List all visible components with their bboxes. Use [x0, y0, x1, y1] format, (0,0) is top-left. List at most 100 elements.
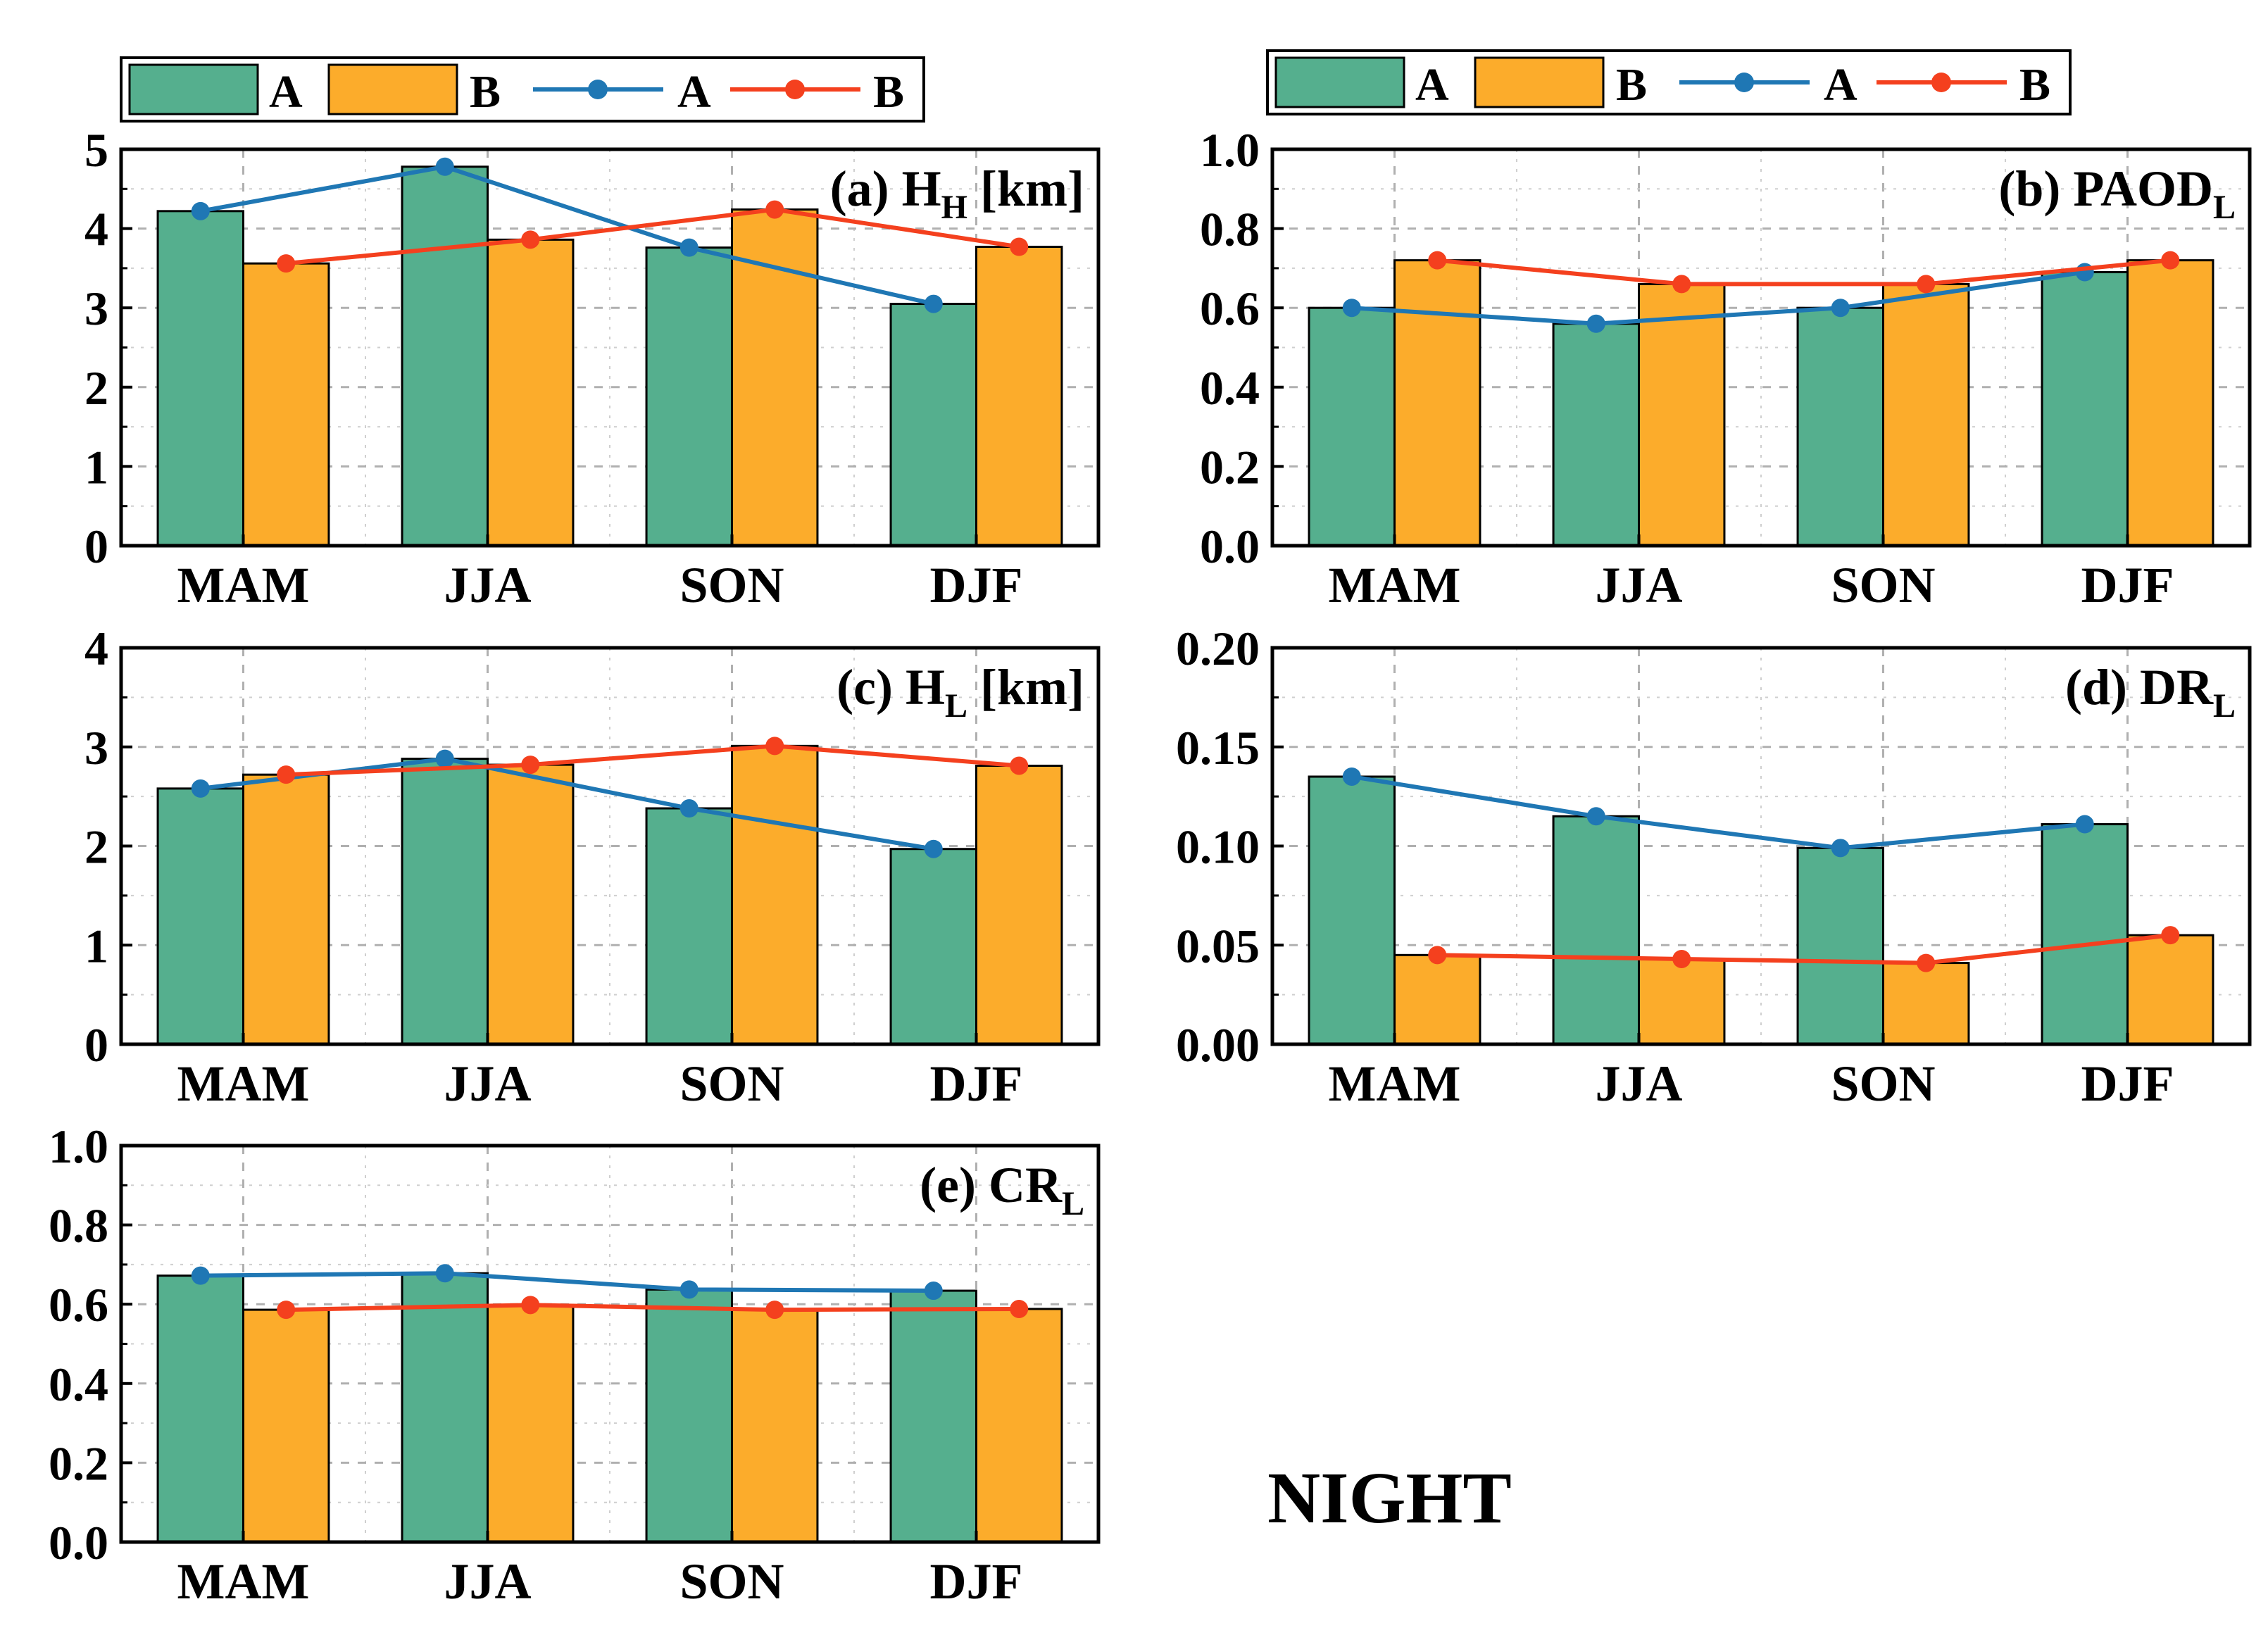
variable-subscript: L: [945, 687, 967, 725]
panel-b: 0.0 0.2 0.4 0.6 0.8 1.0 MAM JJA SON DJF (b) PAODL: [1200, 123, 2252, 613]
legend-swatch-bar-a: [1274, 56, 1405, 108]
legend-label-bar-b: B: [1616, 59, 1647, 111]
point-a-DJF: [924, 1282, 943, 1301]
bar-b-SON: [1882, 962, 1970, 1046]
bar-b-MAM: [242, 1308, 330, 1543]
point-a-DJF: [2075, 263, 2094, 282]
bar-a-SON: [1796, 846, 1885, 1046]
y-tick-label: 4: [84, 622, 108, 675]
panel-c: 0 1 2 3 4 MAM JJA SON DJF (c) HL [km]: [84, 622, 1101, 1112]
y-tick-label: 0.4: [49, 1358, 108, 1411]
point-b-MAM: [277, 254, 296, 273]
point-a-DJF: [2075, 815, 2094, 834]
y-tick-label: 5: [84, 123, 108, 177]
variable-subscript: H: [941, 189, 967, 226]
line-b: [286, 744, 1020, 777]
bar-a-DJF: [2041, 271, 2129, 547]
point-b-SON: [765, 200, 784, 219]
legend-label-bar-b: B: [470, 66, 501, 118]
point-a-SON: [1831, 839, 1850, 858]
legend-marker-line-a: [1734, 73, 1754, 92]
point-b-MAM: [1428, 946, 1447, 965]
legend-marker-line-b: [1931, 73, 1951, 92]
line-a: [200, 164, 934, 306]
point-a-JJA: [435, 749, 454, 768]
y-tick-label: 3: [84, 721, 108, 775]
point-a-MAM: [191, 779, 210, 798]
bar-a-SON: [645, 807, 733, 1046]
x-tick-label: MAM: [177, 1055, 310, 1112]
point-a-JJA: [1586, 807, 1605, 826]
legend-label-line-b: B: [2019, 59, 2050, 111]
x-tick-label: DJF: [2081, 557, 2174, 613]
point-b-JJA: [1672, 275, 1691, 294]
y-tick-label: 4: [84, 203, 108, 256]
bar-a-JJA: [1552, 322, 1641, 547]
y-tick-label: 0.2: [49, 1436, 108, 1490]
panel-e: 0.0 0.2 0.4 0.6 0.8 1.0 MAM JJA SON DJF (e) CRL: [49, 1120, 1101, 1610]
bar-a-SON: [1796, 306, 1885, 547]
x-tick-label: JJA: [1596, 557, 1683, 613]
bar-b-SON: [731, 1308, 819, 1543]
x-tick-label: DJF: [2081, 1055, 2174, 1112]
x-tick-label: DJF: [930, 1055, 1023, 1112]
variable-name: H: [902, 161, 941, 217]
panel-d: 0.00 0.05 0.10 0.15 0.20 MAM JJA SON DJF (d) DRL: [1176, 622, 2252, 1112]
legend-label-bar-a: A: [1415, 59, 1449, 111]
chart-panels: 0 1 2 3 4 5 MAM JJA SON DJF (a) HH [km] 0.0 0.2 0.4 0.…: [49, 123, 2252, 1610]
point-b-MAM: [1428, 251, 1447, 270]
x-tick-label: DJF: [930, 557, 1023, 613]
point-b-SON: [1917, 275, 1936, 294]
point-b-JJA: [521, 1296, 540, 1315]
x-tick-label: MAM: [177, 557, 310, 613]
line-a: [1351, 270, 2086, 326]
bar-b-SON: [1882, 282, 1970, 547]
y-tick-label: 0.20: [1176, 622, 1260, 675]
bar-a-DJF: [889, 1289, 978, 1543]
bar-a-DJF: [889, 848, 978, 1046]
line-b: [286, 1303, 1020, 1313]
legend-label-bar-a: A: [269, 66, 303, 118]
panel-label: (a): [830, 161, 902, 217]
y-tick-label: 0.0: [49, 1516, 108, 1570]
y-tick-label: 0.8: [1200, 203, 1260, 256]
bar-a-SON: [645, 246, 733, 547]
panel-label: (e): [920, 1157, 989, 1213]
bar-a-DJF: [889, 303, 978, 547]
x-tick-label: SON: [1831, 1055, 1935, 1112]
y-tick-label: 0: [84, 520, 108, 573]
bar-a-MAM: [1308, 306, 1396, 547]
y-tick-label: 1: [84, 919, 108, 972]
legend-marker-line-a: [588, 80, 608, 99]
point-b-DJF: [2161, 251, 2180, 270]
y-tick-label: 3: [84, 282, 108, 335]
line-b: [285, 207, 1020, 266]
x-tick-label: SON: [679, 1055, 784, 1112]
bar-a-MAM: [156, 787, 244, 1046]
line-a: [200, 1271, 934, 1293]
bar-b-MAM: [242, 773, 330, 1046]
y-tick-label: 1.0: [1200, 123, 1260, 177]
y-tick-label: 2: [84, 820, 108, 874]
y-tick-label: 1.0: [49, 1120, 108, 1173]
bar-b-MAM: [1393, 259, 1481, 547]
point-a-JJA: [435, 1264, 454, 1283]
point-b-MAM: [277, 765, 296, 784]
y-tick-label: 0.8: [49, 1199, 108, 1253]
legend-marker-line-b: [785, 80, 805, 99]
y-tick-label: 1: [84, 440, 108, 494]
point-b-JJA: [521, 230, 540, 249]
bar-a-DJF: [2041, 823, 2129, 1046]
bar-a-JJA: [401, 1272, 489, 1543]
bar-a-SON: [645, 1288, 733, 1543]
bar-a-MAM: [156, 1274, 244, 1543]
point-a-DJF: [924, 839, 943, 858]
unit-label: [km]: [967, 161, 1084, 217]
bar-b-JJA: [1638, 958, 1726, 1046]
point-a-JJA: [435, 157, 454, 176]
legend-swatch-bar-b: [1474, 56, 1605, 108]
point-a-JJA: [1586, 314, 1605, 333]
point-b-SON: [765, 737, 784, 756]
